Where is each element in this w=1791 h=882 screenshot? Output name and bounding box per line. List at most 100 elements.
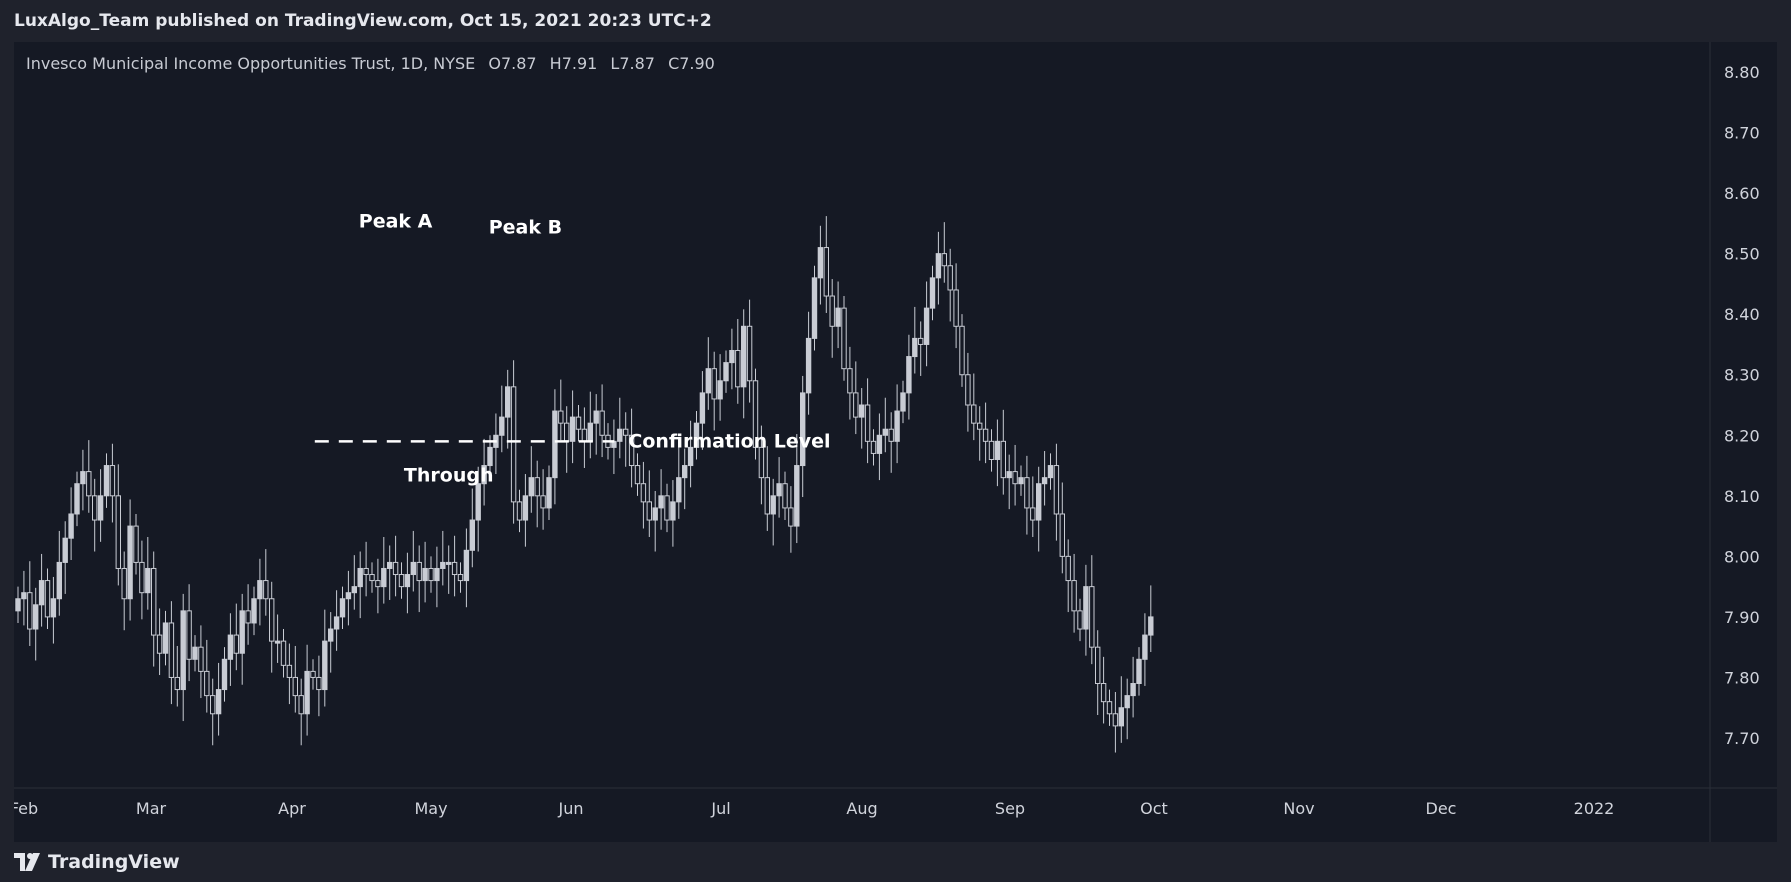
candle-body <box>245 610 251 624</box>
candle-body <box>239 610 245 654</box>
candle-body <box>894 410 900 442</box>
candle-body <box>628 434 635 467</box>
candle-body <box>835 307 841 327</box>
candle-body <box>351 586 358 594</box>
candle-body <box>1112 713 1119 727</box>
tradingview-logo[interactable]: TradingView <box>14 851 180 873</box>
candle-body <box>705 368 711 394</box>
tradingview-logo-icon <box>14 853 40 871</box>
price-tick-label: 8.30 <box>1724 366 1760 385</box>
candle-body <box>776 483 782 497</box>
candle-body <box>800 392 806 467</box>
candle-body <box>1041 477 1048 485</box>
candle-body <box>528 477 534 497</box>
symbol-legend: Invesco Municipal Income Opportunities T… <box>26 54 715 73</box>
candle-body <box>906 356 912 394</box>
candle-body <box>280 640 287 666</box>
candle-body <box>1018 477 1024 485</box>
time-tick-label: Jun <box>558 799 584 818</box>
candle-body <box>133 525 139 563</box>
candle-body <box>127 525 133 600</box>
candle-body <box>640 483 647 503</box>
annotations-layer: Peak A Peak B Through Confirmation Level <box>314 211 831 486</box>
candle-body <box>1100 683 1107 703</box>
candle-body <box>375 580 381 588</box>
candle-body <box>569 416 576 442</box>
candle-body <box>257 580 263 600</box>
chart-panel[interactable]: Peak A Peak B Through Confirmation Level 8.… <box>14 42 1777 842</box>
candle-body <box>947 265 953 291</box>
candle-body <box>174 676 181 691</box>
candle-body <box>487 446 493 467</box>
annotation-label: Confirmation Level <box>628 430 830 452</box>
candle-body <box>1012 471 1018 485</box>
candle-body <box>564 422 570 442</box>
candle-body <box>481 465 487 485</box>
candle-body <box>410 561 417 576</box>
candle-body <box>363 567 369 576</box>
candle-body <box>1053 465 1060 515</box>
candle-body <box>1083 586 1089 630</box>
candle-body <box>1106 701 1113 715</box>
price-tick-label: 8.80 <box>1724 63 1760 82</box>
candle-body <box>859 404 865 418</box>
candle-body <box>292 676 299 697</box>
time-tick-label: Feb <box>14 799 38 818</box>
candle-body <box>109 465 116 497</box>
candle-body <box>1006 471 1012 479</box>
candle-body <box>658 495 664 509</box>
candle-body <box>56 561 62 600</box>
candle-body <box>882 428 888 436</box>
candle-body <box>510 386 517 503</box>
candle-body <box>139 561 145 594</box>
candle-body <box>1071 580 1077 612</box>
candle-body <box>505 386 511 418</box>
candle-body <box>811 277 818 339</box>
price-tick-label: 8.00 <box>1724 547 1760 566</box>
ohlc-low: L7.87 <box>610 54 655 73</box>
price-tick-label: 7.70 <box>1724 729 1760 748</box>
price-chart[interactable]: Peak A Peak B Through Confirmation Level 8.… <box>14 42 1777 842</box>
candle-body <box>746 325 753 382</box>
candle-body <box>864 404 871 442</box>
price-tick-label: 8.20 <box>1724 426 1760 445</box>
candle-body <box>286 664 293 678</box>
candle-body <box>634 465 641 485</box>
candle-body <box>817 247 824 279</box>
candle-body <box>215 689 222 715</box>
candle-body <box>693 422 700 448</box>
candle-body <box>44 580 51 618</box>
candle-body <box>121 567 127 600</box>
candle-body <box>988 440 995 460</box>
candle-body <box>575 416 582 430</box>
candle-body <box>422 567 428 582</box>
candle-body <box>1095 646 1101 685</box>
candle-body <box>186 610 192 660</box>
candle-body <box>558 410 564 424</box>
candle-body <box>965 374 971 406</box>
candle-body <box>381 567 387 588</box>
candle-body <box>274 640 281 644</box>
candle-body <box>339 598 346 618</box>
candle-body <box>853 392 859 418</box>
candle-body <box>646 501 652 521</box>
time-tick-label: Jul <box>710 799 730 818</box>
candle-body <box>770 495 776 515</box>
candle-body <box>210 695 216 715</box>
candle-body <box>263 580 269 600</box>
candle-body <box>841 307 847 370</box>
candle-body <box>457 574 464 582</box>
price-tick-label: 8.60 <box>1724 184 1760 203</box>
candle-body <box>711 368 717 400</box>
candle-body <box>1000 440 1006 479</box>
annotation-label: Peak A <box>359 211 433 233</box>
candle-body <box>516 501 523 521</box>
candle-body <box>729 350 735 364</box>
candle-body <box>298 695 304 715</box>
candle-body <box>994 440 1001 460</box>
candle-body <box>1059 513 1065 557</box>
candle-body <box>162 622 169 654</box>
candle-body <box>74 483 80 515</box>
candle-body <box>888 428 894 442</box>
annotation-label: Peak B <box>489 217 562 239</box>
